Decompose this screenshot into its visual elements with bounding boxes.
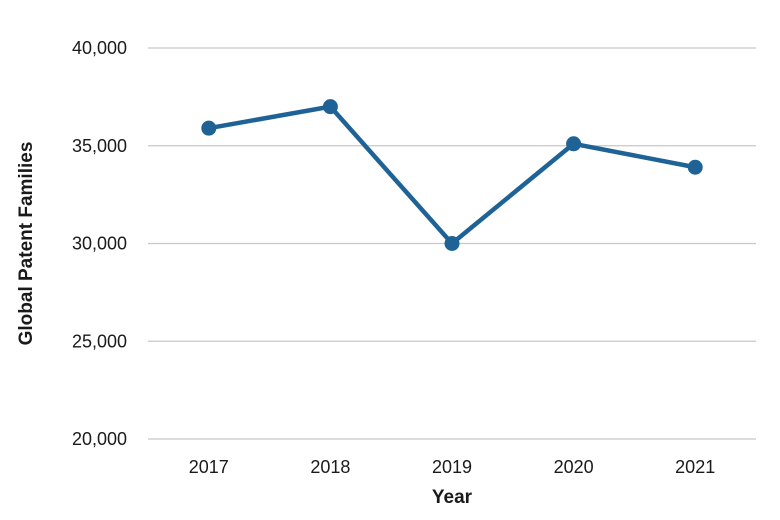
x-tick-label: 2017 <box>189 457 229 477</box>
data-point <box>687 159 703 175</box>
y-tick-label: 40,000 <box>72 38 127 58</box>
x-tick-label: 2018 <box>310 457 350 477</box>
y-axis-title: Global Patent Families <box>16 142 37 346</box>
data-point <box>201 120 217 136</box>
y-tick-label: 35,000 <box>72 136 127 156</box>
x-tick-labels: 2017 2018 2019 2020 2021 <box>189 457 715 477</box>
x-tick-label: 2020 <box>554 457 594 477</box>
y-tick-label: 25,000 <box>72 331 127 351</box>
y-tick-label: 30,000 <box>72 234 127 254</box>
x-tick-label: 2019 <box>432 457 472 477</box>
series-line <box>206 104 698 246</box>
series-group <box>201 99 703 251</box>
x-axis-title: Year <box>432 487 473 508</box>
y-tick-label: 20,000 <box>72 429 127 449</box>
data-point <box>566 136 582 152</box>
data-point <box>322 99 338 115</box>
y-tick-labels: 20,000 25,000 30,000 35,000 40,000 <box>72 38 127 449</box>
x-tick-label: 2021 <box>675 457 715 477</box>
data-point <box>444 236 460 251</box>
